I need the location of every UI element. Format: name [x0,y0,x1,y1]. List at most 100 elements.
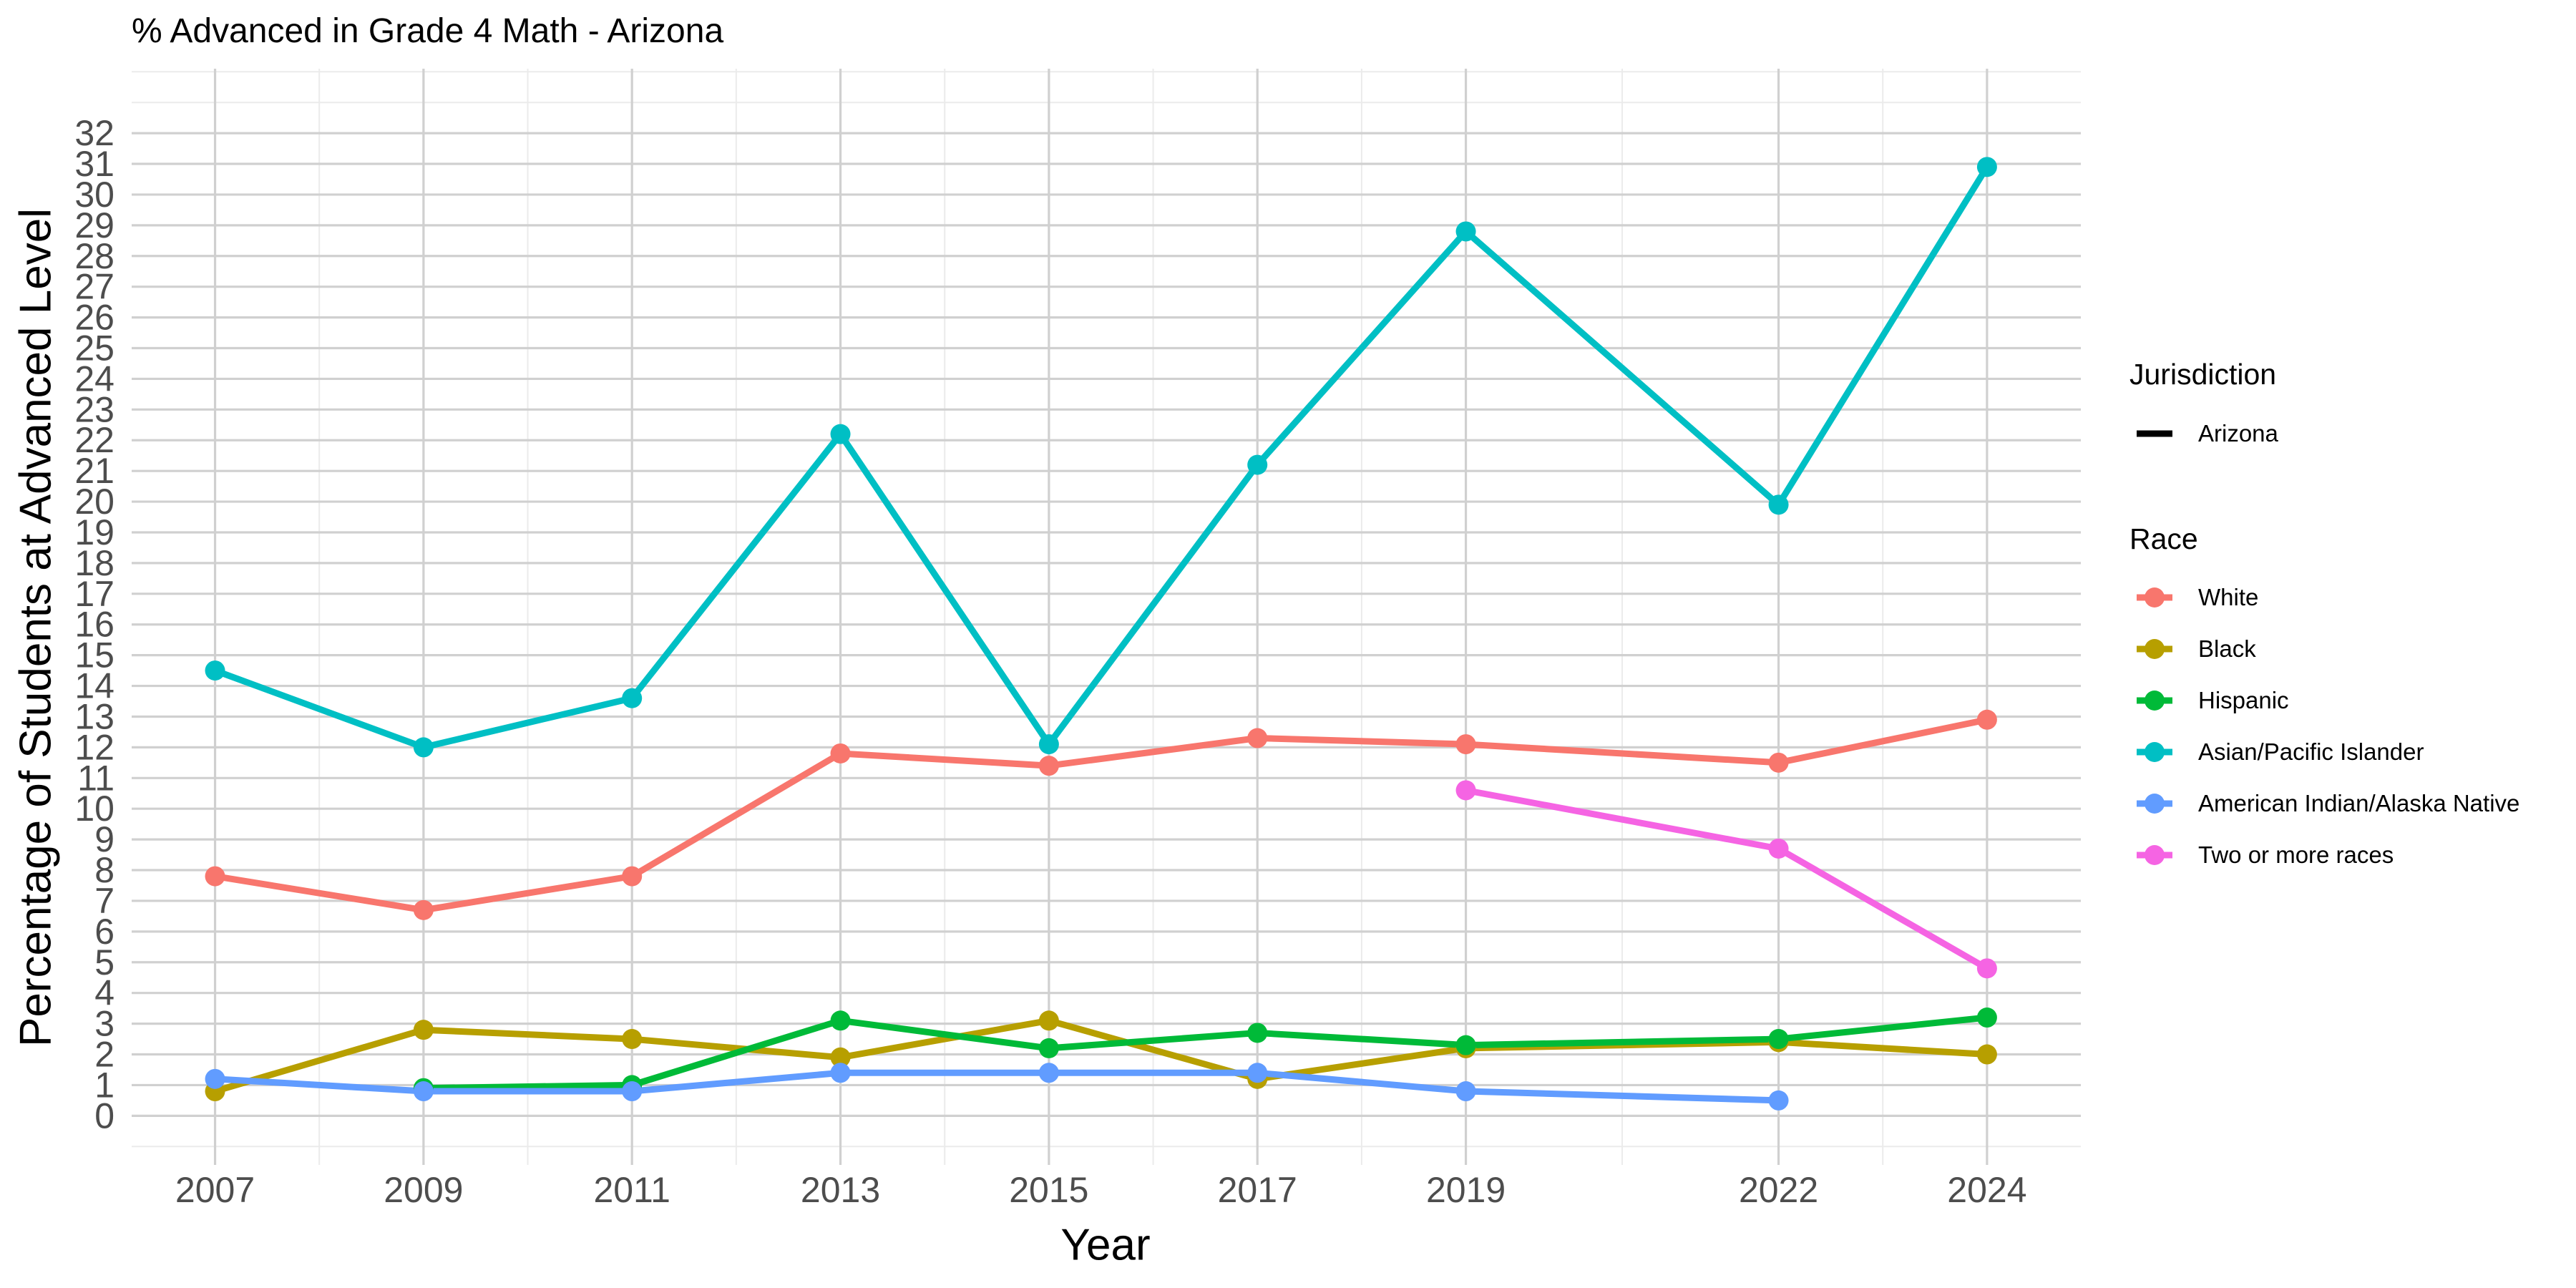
series-line [423,1014,1988,1092]
y-tick-label: 24 [74,358,114,399]
y-tick-label: 29 [74,205,114,245]
y-tick-label: 5 [94,942,114,982]
y-tick-label: 15 [74,635,114,675]
y-tick-label: 22 [74,420,114,460]
x-tick-label: 2007 [175,1170,255,1210]
legend-key-point [2145,742,2165,762]
series-line [1465,787,1989,972]
data-point [830,1047,851,1068]
y-tick-label: 10 [74,789,114,829]
y-tick-label: 3 [94,1004,114,1044]
data-point [622,1029,643,1050]
y-tick-label: 23 [74,389,114,429]
data-point [1768,494,1789,515]
data-point [413,899,434,920]
legend-label: Two or more races [2198,841,2394,868]
data-point [1038,734,1059,755]
y-tick-label: 6 [94,912,114,952]
data-point [1455,780,1476,801]
data-point [1247,1023,1268,1043]
data-point [1455,1035,1476,1055]
series-line [213,165,1990,751]
y-tick-label: 8 [94,850,114,890]
y-tick-label: 1 [94,1065,114,1105]
data-point [622,688,643,708]
y-tick-label: 25 [74,328,114,369]
x-tick-label: 2009 [384,1170,463,1210]
data-point [830,743,851,763]
data-point [205,660,225,681]
x-tick-label: 2011 [593,1170,670,1210]
y-tick-label: 19 [74,512,114,552]
legend-key-point [2145,845,2165,865]
y-tick-label: 12 [74,727,114,767]
y-tick-label: 27 [74,267,114,307]
data-point [1768,1090,1789,1111]
x-axis-label: Year [1060,1220,1151,1270]
data-point [205,1068,225,1089]
x-tick-label: 2019 [1426,1170,1506,1210]
y-tick-label: 20 [74,482,114,522]
data-point [1976,958,1997,979]
data-point [622,866,643,887]
data-point [830,424,851,444]
data-point [1455,221,1476,242]
data-point [1247,1063,1268,1083]
y-tick-label: 16 [74,605,114,645]
x-tick-label: 2017 [1218,1170,1297,1210]
legend-title-race: Race [2129,522,2198,555]
y-tick-label: 11 [77,758,114,798]
y-tick-label: 21 [74,451,114,491]
data-point [830,1010,851,1031]
data-point [1768,1029,1789,1050]
data-point [830,1063,851,1083]
y-tick-label: 13 [74,696,114,736]
data-point [1038,1010,1059,1031]
data-point [622,1081,643,1102]
data-point [1247,728,1268,748]
y-tick-label: 30 [74,175,114,215]
y-tick-label: 7 [94,881,114,921]
legend-title-jurisdiction: Jurisdiction [2129,358,2277,391]
legend-key-point [2145,794,2165,814]
data-point [1455,734,1476,755]
data-point [1247,454,1268,475]
y-tick-label: 9 [94,819,114,859]
data-point [1768,752,1789,773]
data-point [1038,1038,1059,1058]
legend-label: American Indian/Alaska Native [2198,790,2520,816]
legend-label: Asian/Pacific Islander [2198,738,2424,765]
y-tick-label: 14 [74,666,114,706]
data-point [413,1020,434,1040]
y-tick-label: 4 [94,973,114,1013]
y-tick-label: 31 [74,144,114,184]
data-point [413,1081,434,1102]
data-point [205,866,225,887]
data-point [1976,709,1997,730]
legend-label: Black [2198,635,2256,662]
legend-key-point [2145,587,2165,608]
data-point [1976,157,1997,177]
legend-label: Hispanic [2198,687,2289,713]
x-tick-label: 2013 [801,1170,880,1210]
x-tick-label: 2015 [1009,1170,1088,1210]
y-tick-label: 0 [94,1096,114,1136]
legend-label: Arizona [2198,420,2278,447]
legend-key-point [2145,691,2165,711]
legend-key-point [2145,639,2165,659]
data-point [1976,1044,1997,1065]
y-tick-label: 32 [74,113,114,153]
series-line [214,1017,1988,1095]
data-point [413,737,434,758]
legend-label: White [2198,584,2259,610]
y-tick-label: 17 [74,574,114,614]
data-point [1976,1008,1997,1028]
data-point [1038,1063,1059,1083]
series-line [215,1069,1779,1104]
data-point [1038,756,1059,776]
chart-title: % Advanced in Grade 4 Math - Arizona [132,12,724,50]
y-tick-label: 2 [94,1035,114,1075]
data-point [1455,1081,1476,1102]
